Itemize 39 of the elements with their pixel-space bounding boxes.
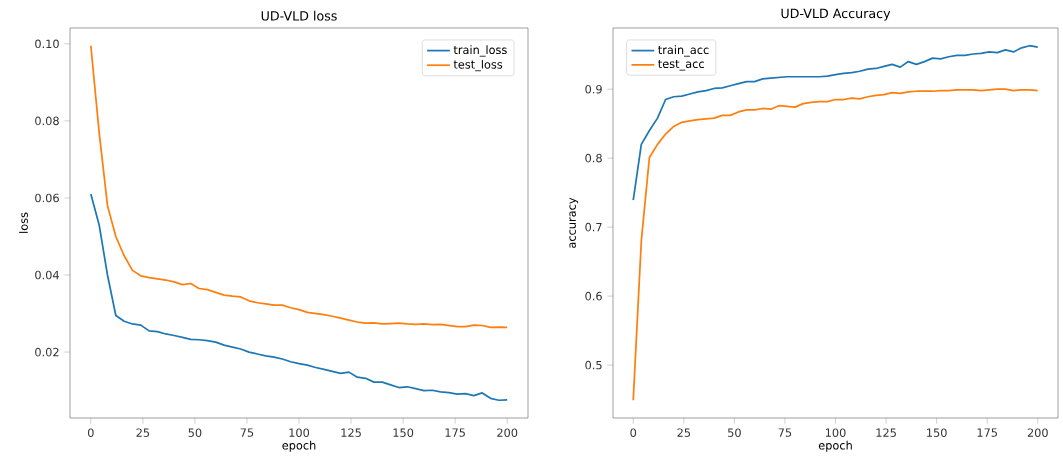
x-tick-label: 25 xyxy=(136,428,150,437)
x-tick-label: 75 xyxy=(778,428,792,437)
y-tick-label: 0.5 xyxy=(585,360,602,370)
x-tick-label: 75 xyxy=(240,428,254,437)
y-axis-title: loss xyxy=(19,212,28,233)
x-tick-label: 200 xyxy=(497,428,518,437)
y-tick-label: 0.04 xyxy=(35,270,59,280)
x-tick-label: 125 xyxy=(341,428,361,437)
legend-label: test_loss xyxy=(453,59,503,72)
x-axis-title: epoch xyxy=(818,440,852,452)
x-tick-label: 125 xyxy=(876,428,896,437)
x-tick-label: 100 xyxy=(825,428,846,437)
legend-label: test_acc xyxy=(658,59,704,71)
y-tick-label: 0.8 xyxy=(585,153,602,163)
legend-label: train_loss xyxy=(453,45,507,57)
y-tick-label: 0.10 xyxy=(35,39,59,49)
x-tick-label: 200 xyxy=(1027,428,1048,437)
y-tick-label: 0.08 xyxy=(35,116,59,126)
x-tick-label: 0 xyxy=(87,428,94,437)
y-tick-label: 0.02 xyxy=(35,347,59,357)
x-tick-label: 150 xyxy=(927,428,947,437)
legend-label: train_acc xyxy=(658,45,709,57)
x-tick-label: 150 xyxy=(393,428,414,437)
x-tick-label: 0 xyxy=(630,428,637,437)
y-tick-label: 0.7 xyxy=(585,222,602,232)
x-tick-label: 175 xyxy=(445,428,465,437)
x-tick-label: 100 xyxy=(289,428,310,437)
y-tick-label: 0.06 xyxy=(35,193,59,203)
chart-title: UD-VLD Accuracy xyxy=(781,8,891,21)
x-tick-label: 50 xyxy=(728,428,741,437)
line-series xyxy=(89,193,509,402)
x-tick-label: 175 xyxy=(977,428,998,437)
y-tick-label: 0.6 xyxy=(585,291,602,301)
x-tick-label: 50 xyxy=(188,428,202,437)
x-tick-label: 25 xyxy=(677,428,691,437)
chart-title: UD-VLD loss xyxy=(261,10,337,21)
y-axis-title: accuracy xyxy=(569,197,579,248)
y-tick-label: 0.9 xyxy=(585,84,602,94)
x-axis-title: epoch xyxy=(282,440,316,452)
